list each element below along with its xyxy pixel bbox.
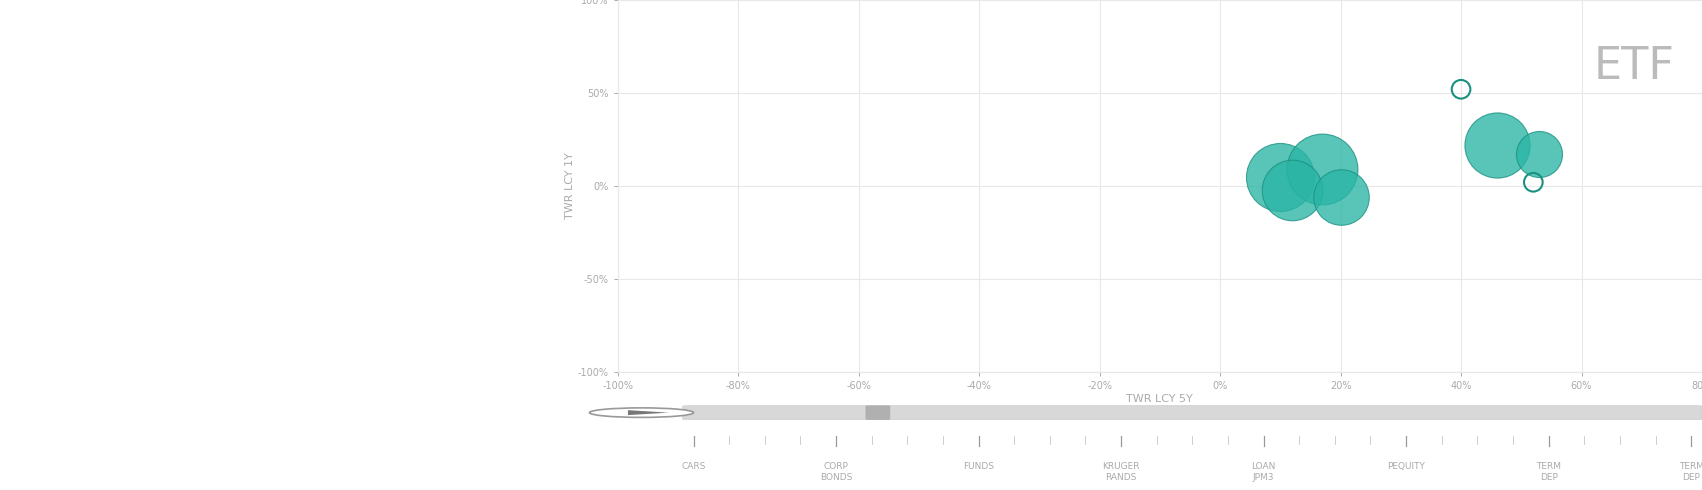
Point [1309,165,1336,173]
Point [1525,150,1552,158]
Text: CARS: CARS [681,462,706,471]
Point [1447,85,1474,93]
Text: PEQUITY: PEQUITY [1387,462,1425,471]
X-axis label: TWR LCY 5Y: TWR LCY 5Y [1127,394,1193,404]
Text: FUNDS: FUNDS [963,462,994,471]
Text: TERM
DEP: TERM DEP [1537,462,1561,482]
Point [1520,178,1547,186]
Text: LOAN
JPM3: LOAN JPM3 [1251,462,1276,482]
Point [1278,186,1305,194]
FancyBboxPatch shape [683,406,1702,419]
Polygon shape [628,410,669,415]
Point [1266,173,1294,181]
Point [1328,193,1355,201]
Text: ETF: ETF [1593,45,1675,88]
Circle shape [589,408,693,417]
Y-axis label: TWR LCY 1Y: TWR LCY 1Y [565,152,575,220]
Point [1484,141,1511,149]
Text: KRUGER
RANDS: KRUGER RANDS [1103,462,1140,482]
Text: CORP
BONDS: CORP BONDS [820,462,853,482]
Text: TERM
DEP: TERM DEP [1678,462,1702,482]
FancyBboxPatch shape [866,406,890,419]
